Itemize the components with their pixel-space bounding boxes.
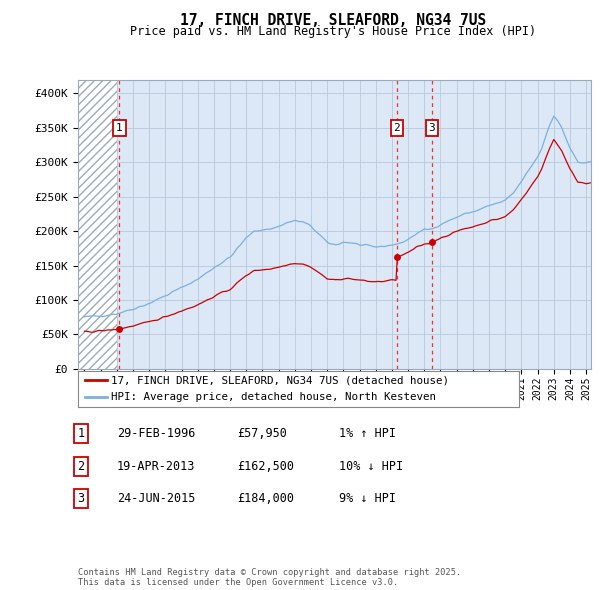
Text: 9% ↓ HPI: 9% ↓ HPI — [339, 492, 396, 505]
Text: 19-APR-2013: 19-APR-2013 — [117, 460, 196, 473]
Text: 17, FINCH DRIVE, SLEAFORD, NG34 7US (detached house): 17, FINCH DRIVE, SLEAFORD, NG34 7US (det… — [111, 375, 449, 385]
Text: Contains HM Land Registry data © Crown copyright and database right 2025.
This d: Contains HM Land Registry data © Crown c… — [78, 568, 461, 587]
Text: £184,000: £184,000 — [237, 492, 294, 505]
Text: HPI: Average price, detached house, North Kesteven: HPI: Average price, detached house, Nort… — [111, 392, 436, 402]
Text: 3: 3 — [429, 123, 436, 133]
Text: 1% ↑ HPI: 1% ↑ HPI — [339, 427, 396, 440]
Text: 2: 2 — [394, 123, 400, 133]
Text: 10% ↓ HPI: 10% ↓ HPI — [339, 460, 403, 473]
Text: 1: 1 — [116, 123, 123, 133]
Text: 3: 3 — [77, 492, 85, 505]
Bar — [78, 80, 117, 369]
Text: 17, FINCH DRIVE, SLEAFORD, NG34 7US: 17, FINCH DRIVE, SLEAFORD, NG34 7US — [180, 13, 486, 28]
Text: Price paid vs. HM Land Registry's House Price Index (HPI): Price paid vs. HM Land Registry's House … — [130, 25, 536, 38]
Text: 1: 1 — [77, 427, 85, 440]
Text: 29-FEB-1996: 29-FEB-1996 — [117, 427, 196, 440]
Text: 24-JUN-2015: 24-JUN-2015 — [117, 492, 196, 505]
Text: £57,950: £57,950 — [237, 427, 287, 440]
Text: 2: 2 — [77, 460, 85, 473]
Text: £162,500: £162,500 — [237, 460, 294, 473]
